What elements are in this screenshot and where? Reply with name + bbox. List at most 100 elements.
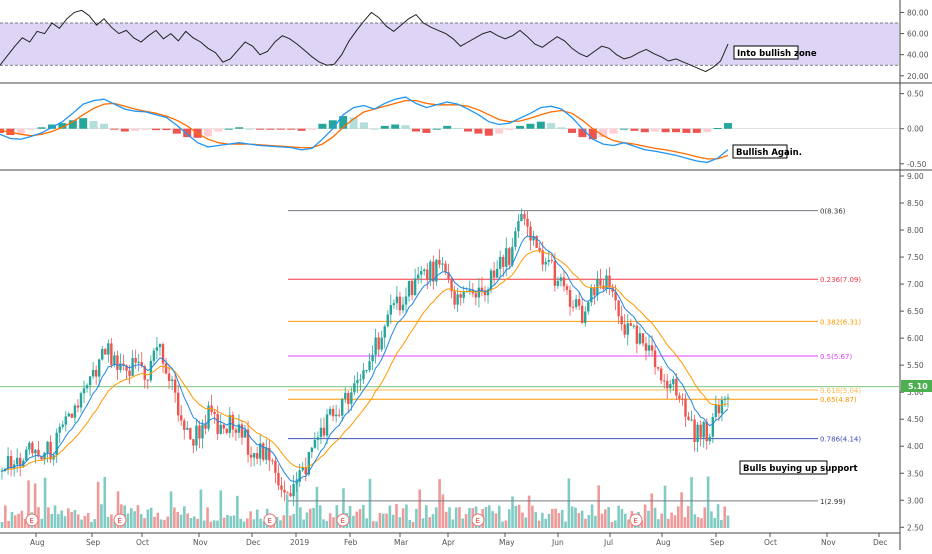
macd-histogram-bar [453, 128, 462, 129]
volume-bar [590, 504, 594, 528]
candle-body [678, 395, 681, 399]
volume-bar [570, 506, 574, 528]
volume-bar [239, 518, 242, 528]
macd-histogram-bar [328, 120, 337, 129]
volume-bar [441, 494, 445, 528]
macd-histogram-bar [464, 128, 472, 132]
candle-body [164, 363, 168, 374]
price-tick-label: 4.50 [907, 415, 924, 424]
candle-body [61, 424, 64, 427]
candle-body [110, 343, 113, 365]
volume-bar [434, 507, 438, 528]
macd-histogram-bar [152, 128, 160, 131]
candle-body [705, 421, 708, 442]
volume-bar [189, 517, 193, 528]
volume-bar [83, 516, 87, 528]
candle-body [146, 379, 150, 381]
rsi-tick-label: 40.00 [907, 51, 929, 60]
candle-body [37, 449, 40, 457]
price-tick-label: 7.50 [907, 253, 924, 262]
volume-bar [93, 519, 97, 528]
candle-body [444, 263, 447, 273]
axes-layer: 80.00 60.00 40.00 20.00 0.50 0.00 -0.50 9.00 8.5… [30, 8, 929, 547]
candle-body [319, 427, 323, 438]
volume-bar [342, 488, 345, 528]
volume-bar [421, 518, 425, 528]
volume-bar [236, 495, 239, 528]
macd-histogram-bar [620, 128, 628, 130]
volume-bar [375, 521, 378, 528]
candle-body [544, 261, 547, 265]
earnings-marker-label: E [341, 517, 345, 525]
price-tick-label: 5.50 [907, 361, 924, 370]
macd-histogram-bar [484, 128, 493, 136]
candle-body [395, 296, 399, 304]
candle-body [116, 355, 119, 370]
earnings-marker-label: E [476, 517, 480, 525]
macd-histogram-bar [599, 128, 608, 138]
time-tick-label: Oct [764, 538, 777, 547]
candle-body [447, 272, 450, 279]
price-tick-label: 7.00 [907, 280, 924, 289]
candle-body [483, 290, 487, 296]
macd-panel [0, 96, 899, 164]
candle-body [608, 275, 611, 288]
volume-bar [438, 479, 441, 528]
ema-fast-line [1, 235, 729, 482]
candle-body [201, 424, 204, 439]
candle-body [407, 280, 411, 297]
candle-body [714, 404, 718, 418]
candle-body [617, 300, 620, 317]
volume-bar [537, 520, 541, 528]
volume-bar [209, 521, 213, 528]
volume-bar [683, 517, 687, 528]
candle-body [362, 370, 365, 380]
candle-body [283, 489, 286, 493]
candle-body [635, 325, 639, 344]
volume-bar [610, 521, 614, 528]
current-price-tag: 5.10 [901, 380, 932, 392]
volume-bar [448, 507, 451, 528]
candle-body [344, 392, 347, 399]
candle-body [15, 457, 19, 465]
macd-histogram-bar [588, 128, 597, 140]
volume-bar [222, 517, 226, 528]
candle-body [31, 442, 34, 454]
candle-body [377, 337, 380, 350]
candle-body [158, 344, 162, 348]
candle-body [632, 325, 636, 327]
candle-body [183, 420, 186, 430]
price-panel: 0(8.36) 0.236(7.09) 0.382(6.31) 0.5(5.67) 0.… [0, 208, 899, 528]
volume-bar [494, 513, 498, 528]
volume-bar [325, 520, 329, 528]
macd-histogram-bar [661, 128, 670, 133]
volume-bar [623, 513, 627, 528]
candle-body [435, 259, 438, 282]
candle-body [389, 305, 393, 315]
volume-bar [690, 477, 693, 528]
candle-body [580, 305, 584, 323]
candle-body [672, 378, 675, 385]
candle-body [189, 428, 192, 440]
volume-bar [242, 521, 246, 528]
macd-histogram-bar [131, 128, 140, 131]
rsi-panel [0, 9, 899, 73]
volume-bar [620, 509, 624, 528]
candle-body [538, 247, 541, 251]
macd-histogram-bar [16, 128, 25, 134]
volume-bar [551, 508, 554, 528]
volume-bar [531, 505, 534, 528]
macd-histogram-bar [224, 128, 233, 130]
volume-bar [100, 504, 103, 528]
volume-bar [491, 511, 494, 528]
macd-tick-label: 0.50 [907, 90, 924, 99]
candle-body [535, 236, 538, 248]
macd-histogram-bar [505, 128, 514, 131]
volume-bar [355, 511, 359, 528]
macd-tick-label: -0.50 [907, 160, 927, 169]
volume-bar [73, 510, 77, 528]
volume-bar [425, 505, 428, 528]
candle-body [401, 304, 405, 311]
volume-bar [371, 521, 375, 528]
candle-body [204, 424, 207, 429]
